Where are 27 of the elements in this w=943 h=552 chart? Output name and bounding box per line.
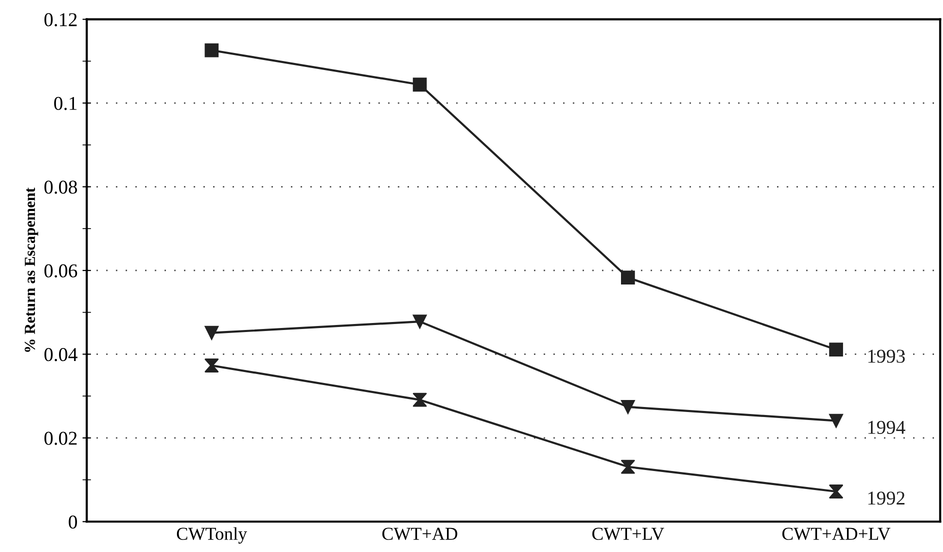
x-tick-label: CWTonly xyxy=(176,527,248,544)
series-label: 1994 xyxy=(868,420,906,434)
x-tick-label: CWT+AD xyxy=(382,528,458,540)
point xyxy=(204,43,219,58)
series-label: 1993 xyxy=(868,350,905,363)
y-tick-label: 0.12 xyxy=(44,13,77,26)
y-tick-label: 0 xyxy=(68,515,77,529)
y-tick-label: 0.06 xyxy=(44,264,78,278)
point xyxy=(621,400,635,414)
x-tick-label: CWT+AD+LV xyxy=(782,528,890,540)
y-tick-label: 0.08 xyxy=(44,180,77,194)
y-tick-label: 0.04 xyxy=(44,348,78,362)
point xyxy=(829,414,844,428)
point xyxy=(412,314,427,328)
y-axis-title: % Return as Escapement xyxy=(24,188,38,352)
point xyxy=(412,392,427,407)
point xyxy=(621,460,635,474)
y-tick-label: 0.02 xyxy=(44,432,77,445)
y-tick-label: 0.1 xyxy=(54,96,77,110)
point xyxy=(204,326,219,340)
point xyxy=(829,342,844,357)
point xyxy=(829,484,844,498)
x-tick-label: CWT+LV xyxy=(592,528,664,540)
point xyxy=(621,270,635,285)
point xyxy=(204,358,219,372)
point xyxy=(412,78,427,92)
series-label: 1992 xyxy=(868,492,904,505)
